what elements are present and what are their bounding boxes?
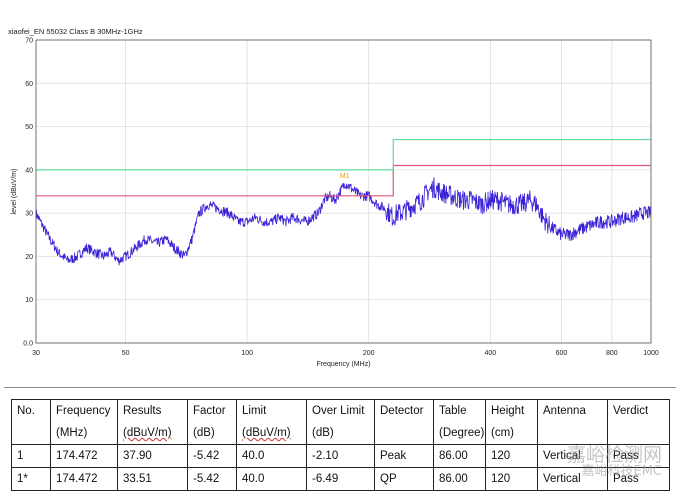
- unit-cell: (dBuV/m): [236, 422, 307, 445]
- table-row: 1 174.472 37.90 -5.42 40.0 -2.10 Peak 86…: [11, 444, 670, 468]
- table-cell: -6.49: [306, 467, 375, 491]
- header-cell: No.: [11, 399, 51, 422]
- chart-series-layer: M1: [35, 138, 652, 266]
- table-cell: 86.00: [433, 444, 486, 468]
- header-cell: Table: [433, 399, 486, 422]
- table-units-row: (MHz) (dBuV/m) (dB) (dBuV/m) (dB) (Degre…: [11, 422, 670, 445]
- table-cell: Pass: [607, 467, 670, 491]
- y-tick-label: 70: [25, 38, 33, 45]
- y-tick-label: 0.0: [23, 341, 33, 348]
- table-cell: 40.0: [236, 467, 307, 491]
- y-tick-label: 10: [25, 297, 33, 304]
- table-cell: 174.472: [50, 467, 118, 491]
- chart-title: xiaofei_EN 55032 Class B 30MHz-1GHz: [8, 27, 143, 36]
- header-cell: Height: [485, 399, 538, 422]
- table-cell: 40.0: [236, 444, 307, 468]
- unit-text: (dBuV/m): [242, 427, 291, 439]
- unit-cell: (dB): [306, 422, 375, 445]
- emission-chart: xiaofei_EN 55032 Class B 30MHz-1GHz M1 0…: [8, 27, 659, 368]
- table-cell: Pass: [607, 444, 670, 468]
- y-tick-label: 30: [25, 211, 33, 218]
- header-cell: Antenna: [537, 399, 608, 422]
- unit-cell: [11, 422, 51, 445]
- unit-text: (dBuV/m): [123, 427, 172, 439]
- table-cell: 120: [485, 444, 538, 468]
- table-cell: Vertical: [537, 444, 608, 468]
- header-cell: Detector: [374, 399, 434, 422]
- table-row: 1* 174.472 33.51 -5.42 40.0 -6.49 QP 86.…: [11, 467, 670, 491]
- header-cell: Frequency: [50, 399, 118, 422]
- y-axis-label: level (dBuV/m): [11, 169, 18, 215]
- y-tick-label: 60: [25, 81, 33, 88]
- header-cell: Verdict: [607, 399, 670, 422]
- table-cell: 1*: [11, 467, 51, 491]
- x-tick-label: 1000: [643, 350, 659, 357]
- header-cell: Over Limit: [306, 399, 375, 422]
- header-cell: Limit: [236, 399, 307, 422]
- header-cell: Results: [117, 399, 188, 422]
- unit-cell: [537, 422, 608, 445]
- table-cell: 33.51: [117, 467, 188, 491]
- y-tick-label: 40: [25, 167, 33, 174]
- x-axis-label: Frequency (MHz): [316, 361, 370, 368]
- x-tick-label: 100: [241, 350, 253, 357]
- results-table: No. Frequency Results Factor Limit Over …: [11, 399, 670, 491]
- section-divider: [4, 387, 676, 388]
- table-cell: -5.42: [187, 444, 237, 468]
- table-cell: 120: [485, 467, 538, 491]
- x-tick-label: 800: [606, 350, 618, 357]
- plot-frame: [35, 39, 652, 344]
- y-tick-label: 50: [25, 124, 33, 131]
- unit-cell: [374, 422, 434, 445]
- table-cell: Vertical: [537, 467, 608, 491]
- chart-grid: [35, 39, 652, 344]
- unit-cell: (Degree): [433, 422, 486, 445]
- table-cell: 1: [11, 444, 51, 468]
- table-header-row: No. Frequency Results Factor Limit Over …: [11, 399, 670, 422]
- unit-cell: (cm): [485, 422, 538, 445]
- unit-cell: [607, 422, 670, 445]
- measurement-trace: [35, 177, 652, 266]
- x-tick-label: 200: [363, 350, 375, 357]
- table-cell: Peak: [374, 444, 434, 468]
- table-cell: 174.472: [50, 444, 118, 468]
- x-tick-label: 600: [556, 350, 568, 357]
- y-tick-label: 20: [25, 254, 33, 261]
- x-tick-label: 400: [484, 350, 496, 357]
- x-tick-label: 30: [32, 350, 40, 357]
- qp-limit-line: [36, 164, 651, 197]
- table-cell: 86.00: [433, 467, 486, 491]
- peak-limit-line: [36, 138, 651, 171]
- table-cell: QP: [374, 467, 434, 491]
- x-tick-label: 50: [122, 350, 130, 357]
- unit-cell: (MHz): [50, 422, 118, 445]
- header-cell: Factor: [187, 399, 237, 422]
- chart-tick-labels: 0.0 10 20 30 40 50 60 70 30 50 100 200 400 600 800 1000: [23, 38, 659, 358]
- table-cell: 37.90: [117, 444, 188, 468]
- unit-cell: (dB): [187, 422, 237, 445]
- table-cell: -2.10: [306, 444, 375, 468]
- marker-label: M1: [340, 173, 350, 180]
- unit-cell: (dBuV/m): [117, 422, 188, 445]
- table-cell: -5.42: [187, 467, 237, 491]
